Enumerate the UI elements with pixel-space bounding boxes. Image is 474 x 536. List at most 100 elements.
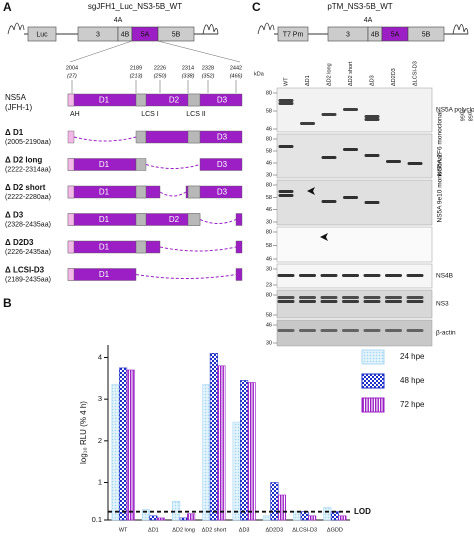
kda-marker: 46 (266, 207, 272, 213)
band (299, 300, 316, 303)
kda-marker: 46 (266, 256, 272, 262)
deletion (159, 246, 237, 252)
band (342, 296, 359, 299)
construct-range: (2222-2280aa) (5, 194, 51, 201)
gene-label: 4B (121, 31, 130, 38)
kda-marker: 80 (266, 292, 272, 298)
band (278, 102, 294, 105)
domain-label: D1 (99, 215, 110, 224)
lane-label: ΔLCSI-D3 (412, 61, 418, 86)
band-note: *p58 (467, 110, 473, 121)
y-axis-label: log₁₀ RLU (% 4 h) (79, 401, 88, 464)
bar (141, 509, 150, 521)
construct-range: (2005-2190aa) (5, 139, 51, 146)
lane-label: ΔD3 (369, 75, 375, 86)
band (342, 300, 359, 303)
bar (293, 511, 302, 521)
position-number: 2442 (230, 65, 242, 71)
deletion (199, 219, 237, 224)
blot (276, 133, 433, 179)
band (407, 162, 423, 165)
deletion (145, 164, 201, 169)
gene-label: 5B (422, 31, 431, 38)
bar (308, 515, 317, 521)
bar (217, 365, 226, 521)
x-tick-label: ΔD3 (239, 527, 250, 533)
kda-marker: 58 (266, 148, 272, 154)
position-number: 2004 (66, 65, 78, 71)
motif-label: LCS II (186, 111, 206, 118)
position-number: 2189 (130, 65, 142, 71)
lane-label: ΔD2D3 (391, 68, 397, 86)
legend-label: 48 hpe (400, 376, 425, 385)
band (406, 296, 424, 299)
gene-box (277, 26, 309, 42)
blot (276, 179, 433, 226)
band (320, 329, 338, 332)
bar (300, 511, 309, 521)
blot-label: NS4B (436, 273, 453, 280)
deletion (73, 136, 137, 142)
gene-label: Luc (36, 31, 48, 38)
blot-label: NS5A 9e10 monoclonal (437, 154, 444, 222)
gene-label: 5B (172, 31, 181, 38)
band (321, 113, 337, 116)
deletion (135, 274, 237, 279)
x-tick-label: ΔD2D3 (266, 527, 284, 533)
bar (262, 515, 271, 521)
stem-loop (202, 24, 219, 35)
position-number: (250) (154, 73, 167, 79)
x-tick-label: ΔD1 (148, 527, 159, 533)
blot (276, 226, 433, 263)
blot-label: NS5A 2F6 monoclonal (437, 111, 444, 176)
domain-box (67, 130, 75, 144)
kda-marker: 30 (266, 266, 272, 272)
band-note: *p56 (459, 110, 465, 121)
domain-label: D3 (217, 188, 228, 197)
band (406, 300, 424, 303)
kda-marker: 30 (266, 219, 272, 225)
panel-letter: C (252, 0, 261, 14)
panel-title: sgJFH1_Luc_NS3-5B_WT (88, 2, 182, 11)
position-number: 2328 (202, 65, 214, 71)
x-tick-label: ΔGDD (327, 527, 343, 533)
domain-box (187, 185, 201, 199)
position-number: (352) (202, 73, 215, 79)
gene-label: 5A (141, 31, 150, 38)
bar (338, 515, 347, 521)
band (342, 329, 359, 332)
y-tick-label: 0.1 (92, 515, 102, 524)
domain-box (135, 130, 147, 144)
band (406, 274, 424, 277)
unit-label: kDa (254, 71, 265, 77)
domain-box (235, 213, 243, 226)
kda-marker: 80 (266, 229, 272, 235)
band (364, 201, 380, 204)
lane-label: ΔD2 short (348, 61, 354, 86)
bar (323, 507, 332, 521)
band (277, 329, 295, 332)
domain-label: D1 (99, 96, 110, 105)
arrowhead (307, 187, 315, 195)
bar (209, 353, 218, 521)
lane-label: ΔD2 long (326, 63, 332, 86)
bar (149, 515, 158, 521)
bar (179, 517, 188, 521)
y-tick-label: 3 (98, 394, 102, 403)
band (278, 190, 294, 193)
strain-label: (JFH-1) (5, 103, 32, 112)
x-tick-label: ΔLCSI-D3 (292, 527, 317, 533)
kda-marker: 58 (266, 108, 272, 114)
gene-label: T7 Pm (283, 31, 304, 38)
bar (119, 367, 128, 521)
panel-letter: A (3, 0, 12, 14)
construct-name: Δ D3 (5, 211, 24, 220)
domain-label: D1 (99, 243, 110, 252)
protein-label: NS5A (5, 93, 27, 102)
construct-name: Δ D2 long (5, 156, 42, 165)
band (321, 156, 337, 159)
domain-box (235, 268, 243, 281)
band (342, 274, 359, 277)
stem-loop (257, 22, 275, 35)
kda-marker: 58 (266, 243, 272, 249)
